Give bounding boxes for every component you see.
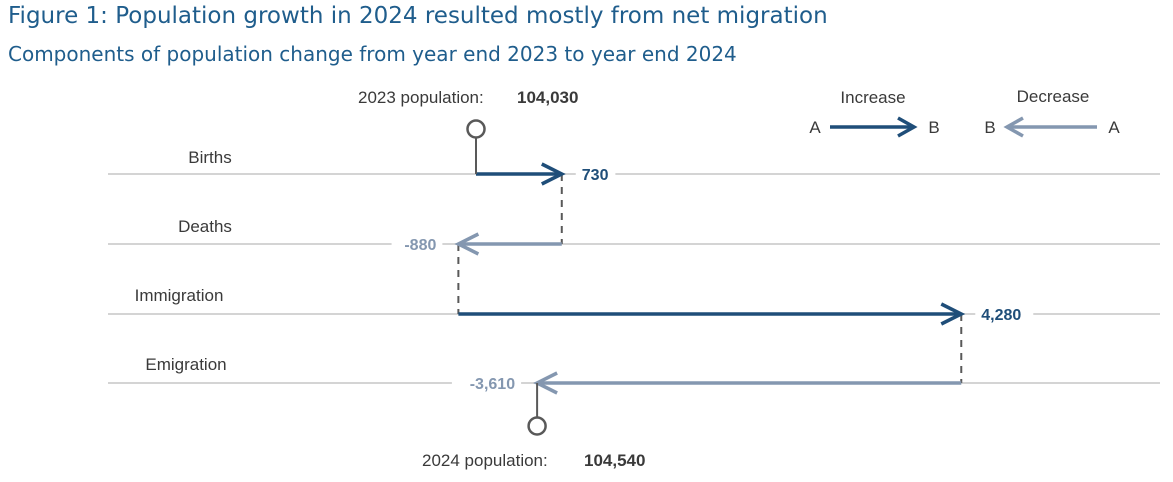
end-marker [527, 416, 547, 436]
start-population-value: 104,030 [517, 88, 578, 107]
legend-increase-arrowhead [897, 116, 918, 138]
arrowhead-immigration [940, 302, 966, 326]
value-label-emigration: -3,610 [470, 376, 515, 393]
legend-increase-from: A [809, 118, 821, 137]
arrowhead-births [540, 162, 566, 186]
category-label-immigration: Immigration [135, 286, 224, 305]
value-label-births: 730 [582, 167, 609, 184]
end-population-label: 2024 population: [422, 451, 548, 470]
legend-increase-label: Increase [840, 88, 905, 107]
legend-decrease-arrowhead [1003, 116, 1024, 138]
arrowhead-deaths [454, 232, 480, 256]
end-population-value: 104,540 [584, 451, 645, 470]
legend-increase-to: B [928, 118, 939, 137]
value-label-deaths: -880 [404, 237, 436, 254]
value-label-immigration: 4,280 [981, 307, 1021, 324]
legend-decrease-to: B [984, 118, 995, 137]
category-label-deaths: Deaths [178, 217, 232, 236]
legend-decrease-label: Decrease [1017, 87, 1090, 106]
figure-title: Figure 1: Population growth in 2024 resu… [8, 3, 828, 29]
category-label-births: Births [188, 148, 231, 167]
start-marker [466, 119, 486, 139]
category-label-emigration: Emigration [145, 355, 226, 374]
figure-subtitle: Components of population change from yea… [8, 42, 737, 66]
legend-decrease-from: A [1108, 118, 1120, 137]
start-population-label: 2023 population: [358, 88, 484, 107]
